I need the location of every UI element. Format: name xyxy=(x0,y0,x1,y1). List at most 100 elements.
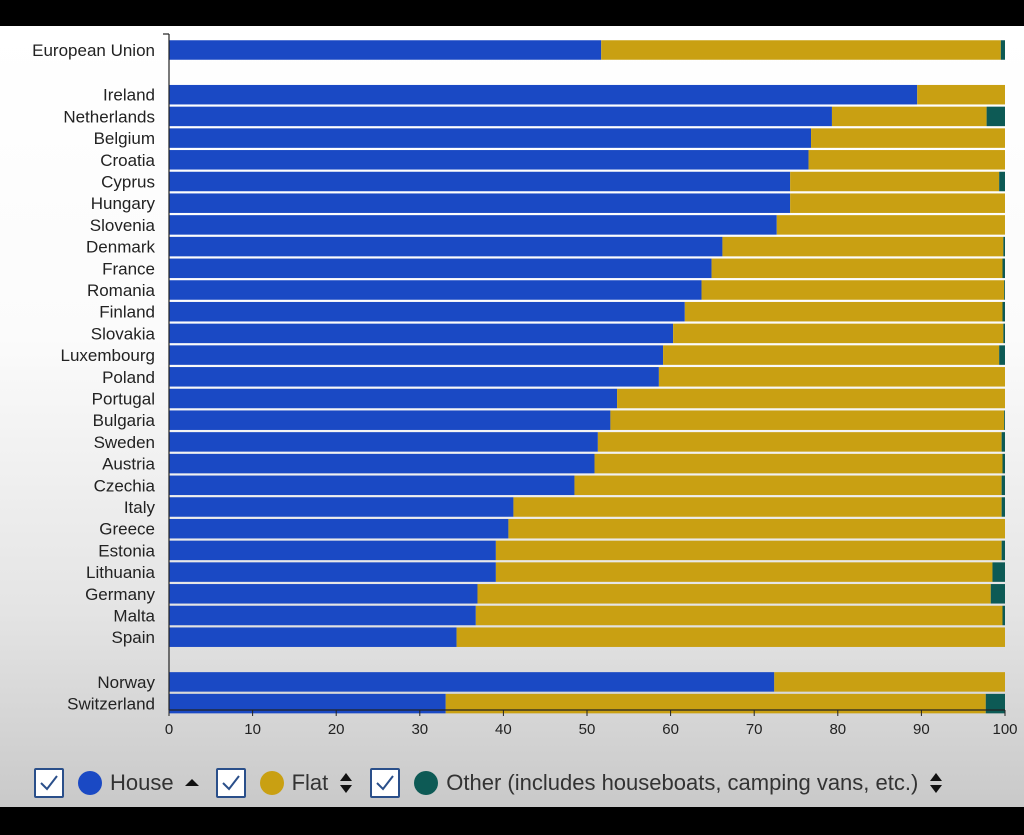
bar-other-lithuania[interactable] xyxy=(992,562,1005,582)
category-label-malta: Malta xyxy=(113,607,155,626)
bar-house-belgium[interactable] xyxy=(169,128,812,148)
bar-flat-germany[interactable] xyxy=(477,584,991,604)
bar-flat-slovakia[interactable] xyxy=(673,323,1004,344)
bar-other-netherlands[interactable] xyxy=(986,106,1005,127)
bar-other-bulgaria[interactable] xyxy=(1004,410,1005,430)
bar-house-sweden[interactable] xyxy=(169,432,598,452)
bar-house-germany[interactable] xyxy=(169,584,478,604)
bar-flat-luxembourg[interactable] xyxy=(663,345,1000,365)
bar-flat-austria[interactable] xyxy=(594,453,1003,474)
bar-flat-netherlands[interactable] xyxy=(831,106,987,127)
bar-house-cyprus[interactable] xyxy=(169,171,791,192)
bar-flat-portugal[interactable] xyxy=(617,388,1005,409)
bar-house-italy[interactable] xyxy=(169,497,514,517)
bar-other-malta[interactable] xyxy=(1002,605,1005,626)
bar-other-italy[interactable] xyxy=(1001,497,1005,517)
bar-other-luxembourg[interactable] xyxy=(999,345,1005,365)
bar-flat-european-union[interactable] xyxy=(601,40,1001,60)
bar-flat-croatia[interactable] xyxy=(808,150,1005,170)
bar-flat-norway[interactable] xyxy=(774,672,1005,692)
x-tick-label-30: 30 xyxy=(411,721,428,738)
sort-both-icon[interactable] xyxy=(338,772,354,794)
chart-legend: House Flat Other (includes houseboats, c… xyxy=(34,763,960,803)
bar-house-slovakia[interactable] xyxy=(169,323,674,344)
bar-flat-sweden[interactable] xyxy=(597,432,1002,452)
other-checkbox[interactable] xyxy=(370,768,401,798)
bar-flat-ireland[interactable] xyxy=(917,84,1005,105)
bar-other-romania[interactable] xyxy=(1004,280,1005,300)
category-label-norway: Norway xyxy=(97,673,155,692)
bar-other-czechia[interactable] xyxy=(1001,475,1005,496)
bar-flat-poland[interactable] xyxy=(658,367,1005,387)
bar-flat-finland[interactable] xyxy=(684,301,1003,322)
checkmark-icon xyxy=(221,775,240,791)
bar-house-luxembourg[interactable] xyxy=(169,345,664,365)
bar-other-estonia[interactable] xyxy=(1001,540,1005,561)
bar-house-lithuania[interactable] xyxy=(169,562,496,582)
bar-house-romania[interactable] xyxy=(169,280,702,300)
bar-flat-romania[interactable] xyxy=(701,280,1005,300)
bar-flat-switzerland[interactable] xyxy=(445,693,986,714)
bar-flat-malta[interactable] xyxy=(475,605,1003,626)
category-label-switzerland: Switzerland xyxy=(67,695,155,714)
bar-house-france[interactable] xyxy=(169,258,712,279)
other-color-dot xyxy=(414,771,439,795)
bar-house-bulgaria[interactable] xyxy=(169,410,611,430)
category-label-slovenia: Slovenia xyxy=(90,216,156,235)
bar-flat-hungary[interactable] xyxy=(790,193,1005,213)
bar-flat-lithuania[interactable] xyxy=(495,562,993,582)
bar-house-croatia[interactable] xyxy=(169,150,809,170)
bar-other-germany[interactable] xyxy=(990,584,1005,604)
bar-house-switzerland[interactable] xyxy=(169,693,446,714)
bar-flat-greece[interactable] xyxy=(508,518,1005,539)
bar-house-austria[interactable] xyxy=(169,453,595,474)
bar-other-france[interactable] xyxy=(1002,258,1005,279)
bar-house-spain[interactable] xyxy=(169,627,457,647)
bar-house-czechia[interactable] xyxy=(169,475,575,496)
bar-house-european-union[interactable] xyxy=(169,40,602,60)
category-label-croatia: Croatia xyxy=(100,151,155,170)
bar-flat-belgium[interactable] xyxy=(811,128,1005,148)
bar-house-hungary[interactable] xyxy=(169,193,791,213)
x-tick-label-10: 10 xyxy=(244,721,261,738)
bar-flat-bulgaria[interactable] xyxy=(610,410,1005,430)
bar-flat-cyprus[interactable] xyxy=(790,171,1000,192)
bar-house-poland[interactable] xyxy=(169,367,659,387)
bar-flat-spain[interactable] xyxy=(456,627,1006,647)
bar-other-european-union[interactable] xyxy=(1000,40,1005,60)
sort-asc-icon[interactable] xyxy=(184,776,200,790)
bar-other-denmark[interactable] xyxy=(1003,236,1005,257)
x-tick-label-60: 60 xyxy=(662,721,679,738)
bar-other-slovakia[interactable] xyxy=(1003,323,1005,344)
bar-flat-italy[interactable] xyxy=(513,497,1002,517)
bar-house-netherlands[interactable] xyxy=(169,106,832,127)
category-label-greece: Greece xyxy=(99,520,155,539)
bar-other-switzerland[interactable] xyxy=(985,693,1005,714)
category-label-bulgaria: Bulgaria xyxy=(93,411,156,430)
bar-other-cyprus[interactable] xyxy=(999,171,1005,192)
bar-house-ireland[interactable] xyxy=(169,84,918,105)
house-checkbox[interactable] xyxy=(34,768,64,798)
bar-flat-france[interactable] xyxy=(711,258,1003,279)
bar-house-slovenia[interactable] xyxy=(169,215,777,235)
bar-other-sweden[interactable] xyxy=(1001,432,1005,452)
bar-house-portugal[interactable] xyxy=(169,388,618,409)
bar-house-finland[interactable] xyxy=(169,301,685,322)
bar-house-greece[interactable] xyxy=(169,518,509,539)
category-label-belgium: Belgium xyxy=(94,129,155,148)
legend-label-other: Other (includes houseboats, camping vans… xyxy=(446,770,919,795)
bar-house-malta[interactable] xyxy=(169,605,476,626)
bar-flat-slovenia[interactable] xyxy=(776,215,1005,235)
bar-house-estonia[interactable] xyxy=(169,540,496,561)
bar-house-norway[interactable] xyxy=(169,672,775,692)
bar-flat-denmark[interactable] xyxy=(722,236,1004,257)
bar-other-austria[interactable] xyxy=(1002,453,1005,474)
bar-other-finland[interactable] xyxy=(1002,301,1005,322)
bar-house-denmark[interactable] xyxy=(169,236,723,257)
flat-checkbox[interactable] xyxy=(215,768,246,798)
x-tick-label-70: 70 xyxy=(746,721,763,738)
bar-flat-estonia[interactable] xyxy=(495,540,1002,561)
sort-both-icon[interactable] xyxy=(928,772,944,794)
bar-flat-czechia[interactable] xyxy=(574,475,1002,496)
category-label-spain: Spain xyxy=(112,628,155,647)
